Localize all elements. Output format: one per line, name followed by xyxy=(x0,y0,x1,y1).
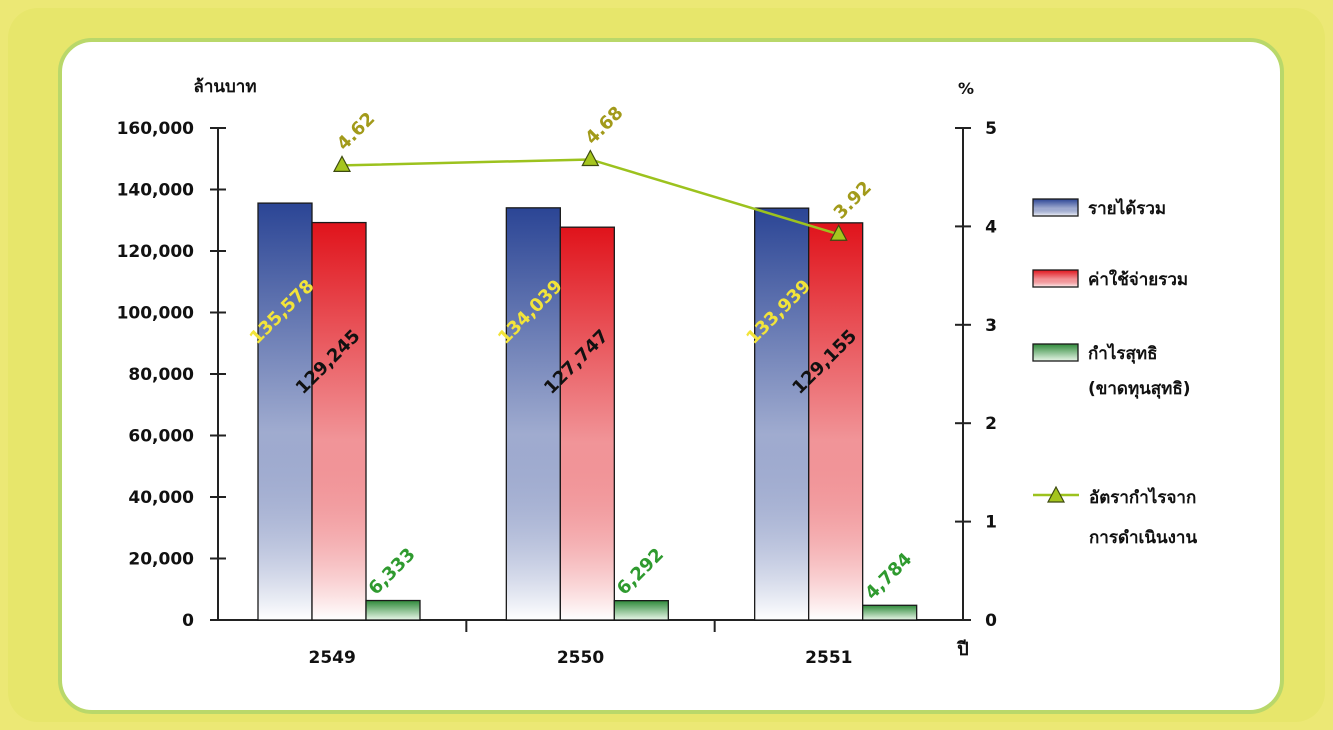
legend-marker-rate xyxy=(1047,485,1065,503)
y-tick-label: 120,000 xyxy=(117,242,195,262)
y2-axis-title: % xyxy=(958,79,974,98)
x-tick-label: 2549 xyxy=(309,648,356,668)
profit-bar xyxy=(862,604,918,621)
legend-label: กำไรสุทธิ xyxy=(1088,343,1157,364)
y2-tick-label: 1 xyxy=(985,513,997,533)
y-axis-title: ล้านบาท xyxy=(193,77,256,97)
legend-swatch-profit xyxy=(1032,343,1079,362)
y2-tick-label: 2 xyxy=(985,414,997,434)
rate-value-label: 4.62 xyxy=(333,108,379,154)
x-axis-title: ปี xyxy=(956,639,969,660)
profit-bar xyxy=(613,600,669,621)
y-tick-label: 60,000 xyxy=(128,427,194,447)
income-bar xyxy=(257,202,313,621)
y-tick-label: 0 xyxy=(182,611,194,631)
rate-marker xyxy=(333,155,351,172)
y-tick-label: 140,000 xyxy=(117,181,195,201)
x-tick-label: 2550 xyxy=(557,648,604,668)
income-bar xyxy=(754,207,810,621)
legend-swatch-income xyxy=(1032,198,1079,217)
legend-label: การดำเนินงาน xyxy=(1089,528,1197,548)
expense-bar xyxy=(808,222,864,621)
profit-value-label: 4,784 xyxy=(861,549,916,604)
y-tick-label: 20,000 xyxy=(128,550,194,570)
x-tick-label: 2551 xyxy=(805,648,852,668)
y-tick-label: 80,000 xyxy=(128,365,194,385)
expense-bar xyxy=(559,226,615,621)
y-tick-label: 100,000 xyxy=(117,304,195,324)
profit-value-label: 6,333 xyxy=(365,544,420,599)
rate-marker xyxy=(829,223,848,241)
legend-label: อัตรากำไรจาก xyxy=(1089,487,1196,508)
y2-tick-label: 4 xyxy=(985,217,997,237)
expense-bar xyxy=(311,221,367,621)
y-tick-label: 40,000 xyxy=(128,488,194,508)
legend-swatch-expense xyxy=(1032,269,1079,288)
y2-tick-label: 3 xyxy=(985,316,997,336)
legend-label: ค่าใช้จ่ายรวม xyxy=(1088,269,1188,290)
y-tick-label: 160,000 xyxy=(117,119,195,139)
legend-label: รายได้รวม xyxy=(1088,198,1166,219)
income-bar xyxy=(505,207,561,621)
y2-tick-label: 5 xyxy=(985,119,997,139)
profit-value-label: 6,292 xyxy=(613,544,668,599)
profit-bar xyxy=(365,599,421,621)
rate-marker xyxy=(581,149,600,167)
y2-tick-label: 0 xyxy=(985,611,997,631)
legend-label: (ขาดทุนสุทธิ) xyxy=(1088,379,1191,399)
rate-value-label: 3.92 xyxy=(830,177,876,223)
rate-value-label: 4.68 xyxy=(581,102,627,148)
